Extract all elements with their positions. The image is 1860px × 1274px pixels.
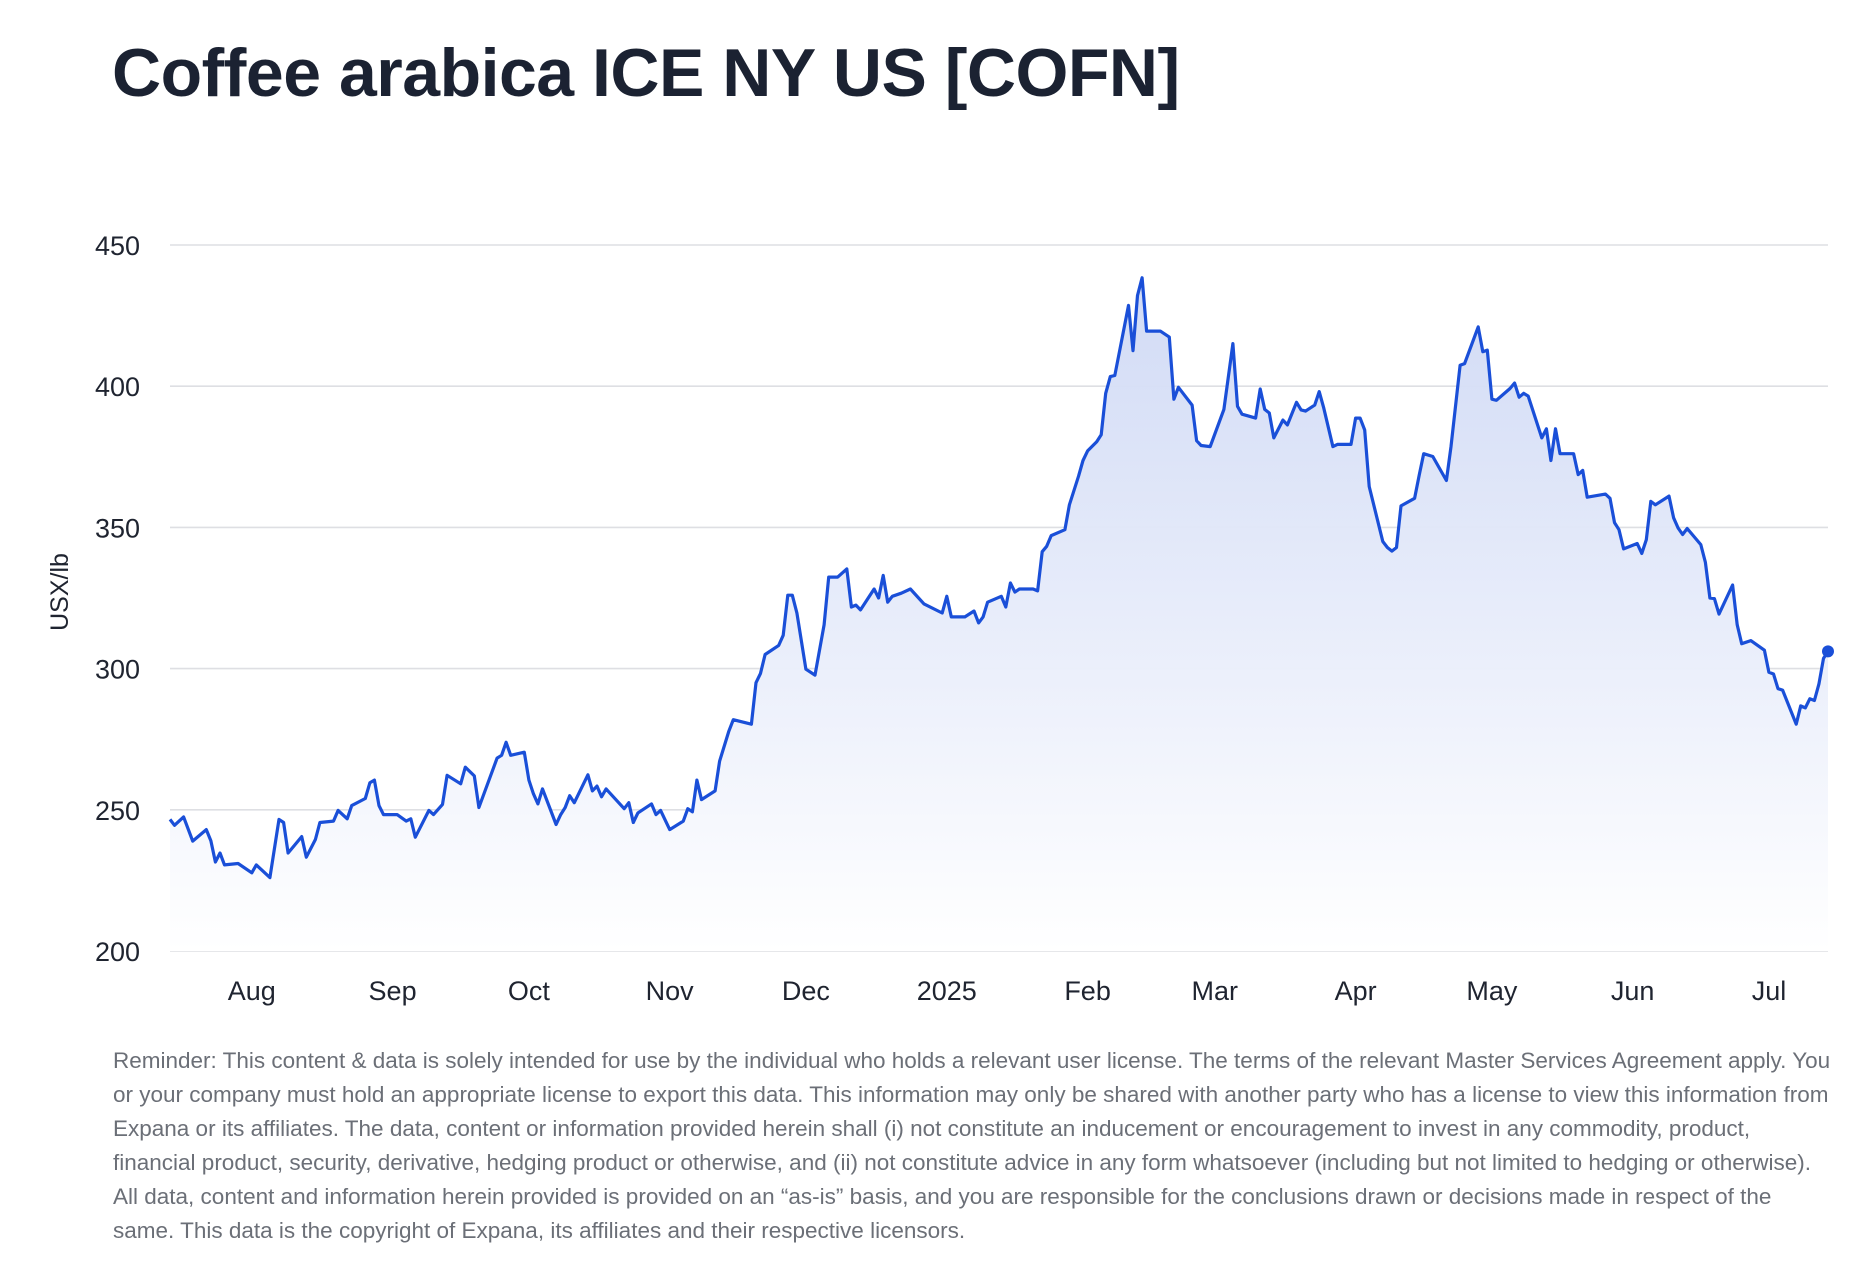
y-axis-ticks: 200 250 300 350 400 450 [95,231,140,967]
x-tick-label: Aug [228,976,276,1006]
y-tick-label: 300 [95,655,140,685]
y-axis-label: USX/lb [46,553,74,631]
x-tick-label: May [1466,976,1518,1006]
y-tick-label: 450 [95,231,140,261]
x-tick-label: 2025 [917,976,977,1006]
x-tick-label: Nov [646,976,695,1006]
x-tick-label: Jun [1611,976,1655,1006]
price-chart: 200 250 300 350 400 450 Aug Sep Oct Nov Dec 2025 Fe… [46,231,1834,1006]
license-disclaimer: Reminder: This content & data is solely … [113,1048,1831,1243]
x-tick-label: Apr [1335,976,1377,1006]
y-tick-label: 400 [95,372,140,402]
x-tick-label: Sep [369,976,417,1006]
x-tick-label: Jul [1752,976,1787,1006]
x-tick-label: Oct [508,976,551,1006]
y-tick-label: 200 [95,937,140,967]
y-tick-label: 250 [95,796,140,826]
chart-title: Coffee arabica ICE NY US [COFN] [112,35,1180,111]
x-tick-label: Mar [1192,976,1239,1006]
x-tick-label: Dec [782,976,830,1006]
last-price-marker[interactable] [1822,645,1834,658]
price-area-fill [170,277,1828,951]
y-tick-label: 350 [95,513,140,543]
x-tick-label: Feb [1064,976,1111,1006]
x-axis-ticks: Aug Sep Oct Nov Dec 2025 Feb Mar Apr May Jun Jul [228,976,1786,1006]
price-line [168,276,1830,880]
